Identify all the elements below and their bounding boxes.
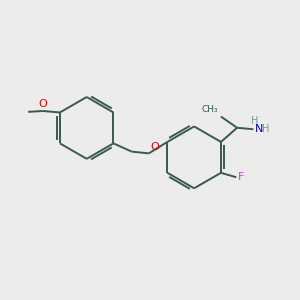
Text: O: O bbox=[150, 142, 159, 152]
Text: O: O bbox=[38, 99, 47, 109]
Text: H: H bbox=[251, 116, 258, 126]
Text: H: H bbox=[262, 124, 269, 134]
Text: CH₃: CH₃ bbox=[202, 105, 219, 114]
Text: F: F bbox=[238, 172, 244, 182]
Text: N: N bbox=[254, 124, 263, 134]
